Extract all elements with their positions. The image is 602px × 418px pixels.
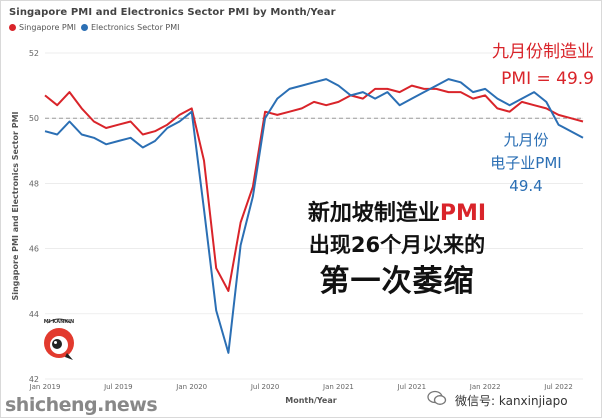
singapore-annotation-line1: 九月份制造业 [492,42,594,62]
x-tick-label-24: Jan 2021 [322,383,354,391]
x-axis-label: Month/Year [285,396,336,405]
x-tick-label-6: Jul 2019 [103,383,133,391]
series-line-electronics[interactable] [44,78,584,354]
x-axis-ticks: Jan 2019 Jul 2019 Jan 2020 Jul 2020 Jan 2021… [29,383,573,391]
headline-overlay: 新加坡制造业PMI 出现26个月以来的 第一次萎缩 [267,198,527,303]
headline-line3: 第一次萎缩 [319,264,475,299]
headline-line1-prefix: 新加坡制造业 [307,201,440,226]
legend-item-singapore[interactable]: Singapore PMI [9,23,76,32]
singapore-pmi-annotation: 九月份制造业 PMI = 49.9 [444,39,594,93]
x-tick-label-18: Jul 2020 [250,383,280,391]
electronics-annotation-line2: 电子业PMI [490,154,562,172]
series-line-singapore[interactable] [44,84,584,292]
y-tick-label-44: 44 [29,310,39,319]
legend-label-singapore: Singapore PMI [19,23,76,32]
x-tick-label-12: Jan 2020 [175,383,207,391]
wechat-icon [427,390,447,405]
x-tick-label-0: Jan 2019 [29,383,61,391]
badge-text: MI KANKIN [44,319,74,325]
headline-line2: 出现26个月以来的 [308,233,486,257]
x-tick-label-30: Jul 2021 [397,383,427,391]
watermark-wechat-id: 微信号: kanxinjiapo [451,390,572,411]
watermark-shicheng: shicheng.news [5,394,158,416]
y-tick-label-52: 52 [29,49,39,58]
legend-dot-singapore-icon [9,24,16,31]
y-axis-ticks: 42 44 46 48 50 52 [29,49,39,384]
x-tick-label-36: Jan 2022 [469,383,501,391]
electronics-annotation-line1: 九月份 [503,131,549,149]
y-tick-label-42: 42 [29,375,39,384]
singapore-annotation-line2: PMI = 49.9 [501,69,594,89]
chart-title: Singapore PMI and Electronics Sector PMI… [9,7,336,18]
kankin-logo-badge: MI KANKIN [44,318,74,360]
y-tick-label-50: 50 [29,114,39,123]
y-tick-label-46: 46 [29,245,39,254]
headline-line1-highlight: PMI [439,201,487,226]
x-tick-label-42: Jul 2022 [543,383,573,391]
headline-line1: 新加坡制造业PMI [267,198,527,230]
legend-label-electronics: Electronics Sector PMI [91,23,180,32]
electronics-pmi-annotation: 九月份 电子业PMI 49.4 [471,129,581,198]
series-group [44,78,584,354]
y-tick-label-48: 48 [29,179,39,188]
legend-dot-electronics-icon [81,24,88,31]
y-axis-label: Singapore PMI and Electronics Sector PMI [11,111,20,300]
electronics-annotation-line3: 49.4 [509,177,543,195]
legend-item-electronics[interactable]: Electronics Sector PMI [81,23,180,32]
